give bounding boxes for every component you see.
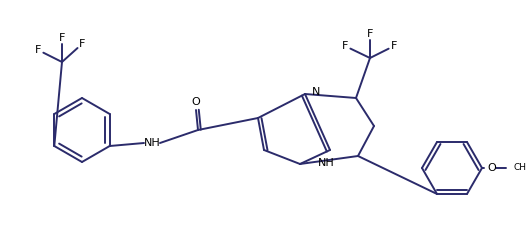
Text: O: O [191, 97, 200, 107]
Text: NH: NH [144, 138, 160, 148]
Text: F: F [35, 45, 41, 55]
Text: F: F [342, 41, 348, 51]
Text: NH: NH [318, 158, 335, 168]
Text: F: F [367, 29, 373, 39]
Text: N: N [312, 87, 320, 97]
Text: F: F [79, 39, 85, 49]
Text: F: F [391, 41, 397, 51]
Text: O: O [488, 163, 497, 173]
Text: F: F [59, 33, 65, 43]
Text: CH₃: CH₃ [514, 164, 526, 172]
